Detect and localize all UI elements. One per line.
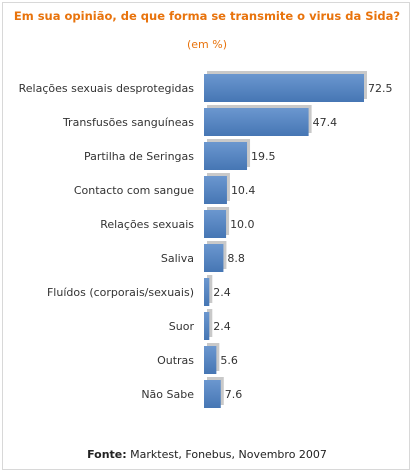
value-label: 8.8 <box>227 252 245 265</box>
category-label: Transfusões sanguíneas <box>62 116 194 129</box>
category-label: Relações sexuais <box>100 218 194 231</box>
value-label: 5.6 <box>220 354 238 367</box>
value-label: 2.4 <box>213 286 231 299</box>
value-label: 10.4 <box>231 184 256 197</box>
category-label: Fluídos (corporais/sexuais) <box>47 286 194 299</box>
value-label: 7.6 <box>225 388 243 401</box>
source-label: Fonte: <box>87 448 127 461</box>
chart-subtitle: (em %) <box>186 38 227 51</box>
chart-title-text: Em sua opinião, de que forma se transmit… <box>13 9 401 23</box>
bar <box>204 346 217 374</box>
category-label: Suor <box>169 320 195 333</box>
category-label: Contacto com sangue <box>74 184 194 197</box>
bar <box>204 142 248 170</box>
bar-shadow <box>207 309 213 337</box>
bar <box>204 176 227 204</box>
bar <box>204 278 210 306</box>
bar-shadow <box>207 275 213 303</box>
bar <box>204 380 221 408</box>
bar <box>204 244 224 272</box>
category-label: Não Sabe <box>141 388 194 401</box>
source-note: Fonte: Marktest, Fonebus, Novembro 2007 <box>0 448 414 461</box>
category-label: Outras <box>157 354 194 367</box>
bar <box>204 108 309 136</box>
category-label: Relações sexuais desprotegidas <box>19 82 195 95</box>
bar <box>204 210 227 238</box>
bar <box>204 312 210 340</box>
value-label: 19.5 <box>251 150 276 163</box>
source-text: Marktest, Fonebus, Novembro 2007 <box>130 448 327 461</box>
chart-title: Em sua opinião, de que forma se transmit… <box>0 10 414 23</box>
category-label: Partilha de Seringas <box>84 150 194 163</box>
bar <box>204 74 364 102</box>
value-label: 10.0 <box>230 218 255 231</box>
value-label: 2.4 <box>213 320 231 333</box>
value-label: 47.4 <box>313 116 338 129</box>
value-label: 72.5 <box>368 82 393 95</box>
category-label: Saliva <box>161 252 194 265</box>
